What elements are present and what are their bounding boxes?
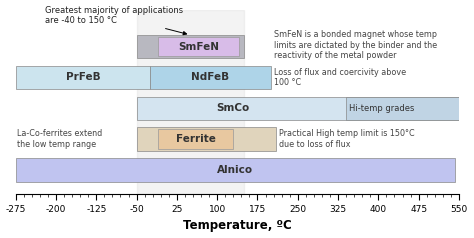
Text: SmCo: SmCo (217, 103, 250, 113)
Text: PrFeB: PrFeB (65, 72, 100, 82)
Bar (16, 66, 150, 89)
Bar (137, 10, 244, 194)
Text: Practical High temp limit is 150°C
due to loss of flux: Practical High temp limit is 150°C due t… (279, 129, 415, 149)
Text: NdFeB: NdFeB (191, 72, 229, 82)
Bar (16, 158, 455, 182)
Bar (137, 97, 459, 120)
X-axis label: Temperature, ºC: Temperature, ºC (183, 219, 292, 233)
Bar (137, 127, 276, 151)
Bar (158, 37, 239, 56)
Bar (346, 97, 459, 120)
Text: Hi-temp grades: Hi-temp grades (349, 104, 414, 113)
Text: SmFeN is a bonded magnet whose temp
limits are dictated by the binder and the
re: SmFeN is a bonded magnet whose temp limi… (273, 30, 437, 60)
Bar (158, 129, 233, 149)
Bar (137, 35, 244, 58)
Text: Alnico: Alnico (217, 165, 253, 175)
Text: Ferrite: Ferrite (176, 134, 216, 144)
Bar (150, 66, 271, 89)
Text: La-Co-ferrites extend
the low temp range: La-Co-ferrites extend the low temp range (18, 129, 102, 149)
Text: SmFeN: SmFeN (178, 42, 219, 52)
Text: Loss of flux and coercivity above
100 °C: Loss of flux and coercivity above 100 °C (273, 68, 406, 87)
Text: Greatest majority of applications
are -40 to 150 °C: Greatest majority of applications are -4… (46, 6, 187, 35)
